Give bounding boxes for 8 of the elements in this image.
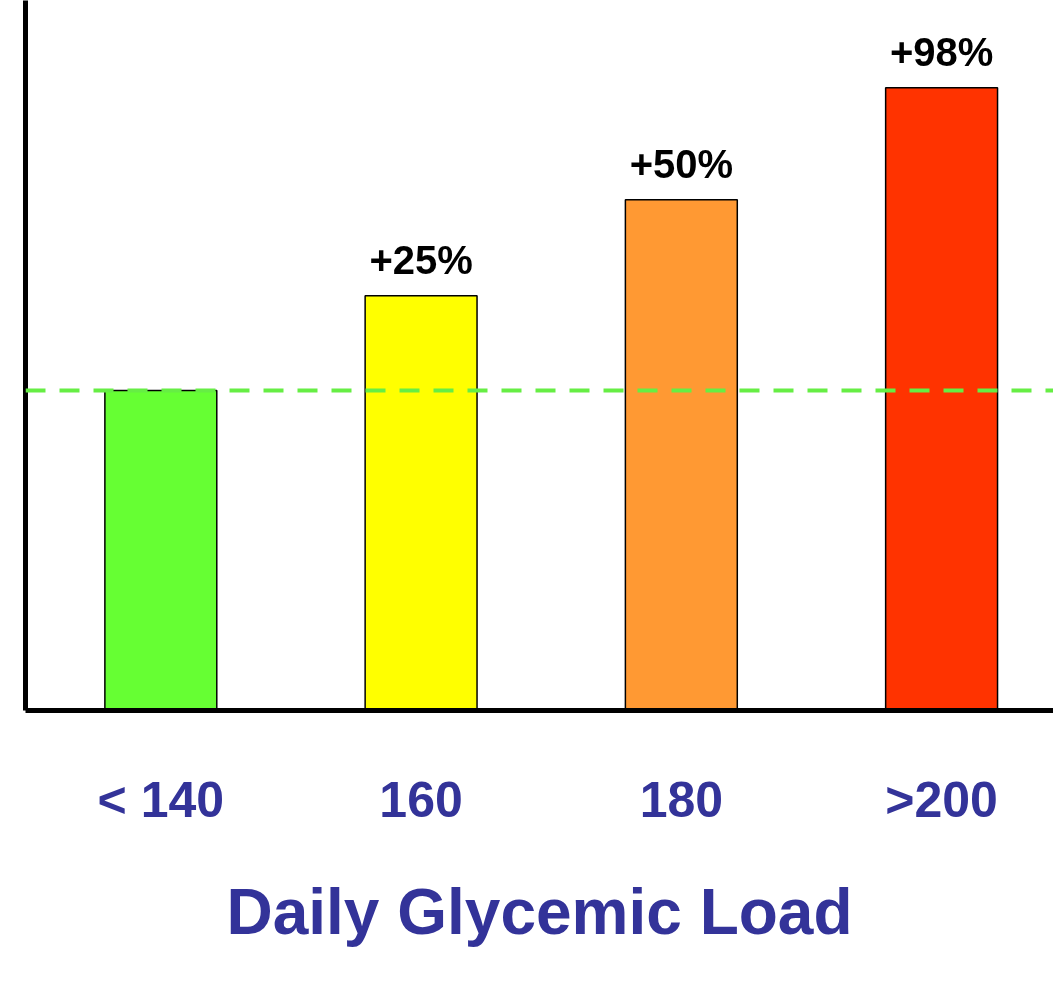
x-axis-title: Daily Glycemic Load bbox=[226, 875, 853, 948]
x-tick-label: < 140 bbox=[97, 771, 225, 828]
annotation: +98% bbox=[889, 29, 994, 74]
x-tick-label: 180 bbox=[639, 771, 724, 828]
x-tick-label: >200 bbox=[885, 771, 998, 828]
annotation: +50% bbox=[629, 141, 734, 186]
x-tick-label: 160 bbox=[379, 771, 463, 828]
annotation: +25% bbox=[369, 237, 473, 282]
